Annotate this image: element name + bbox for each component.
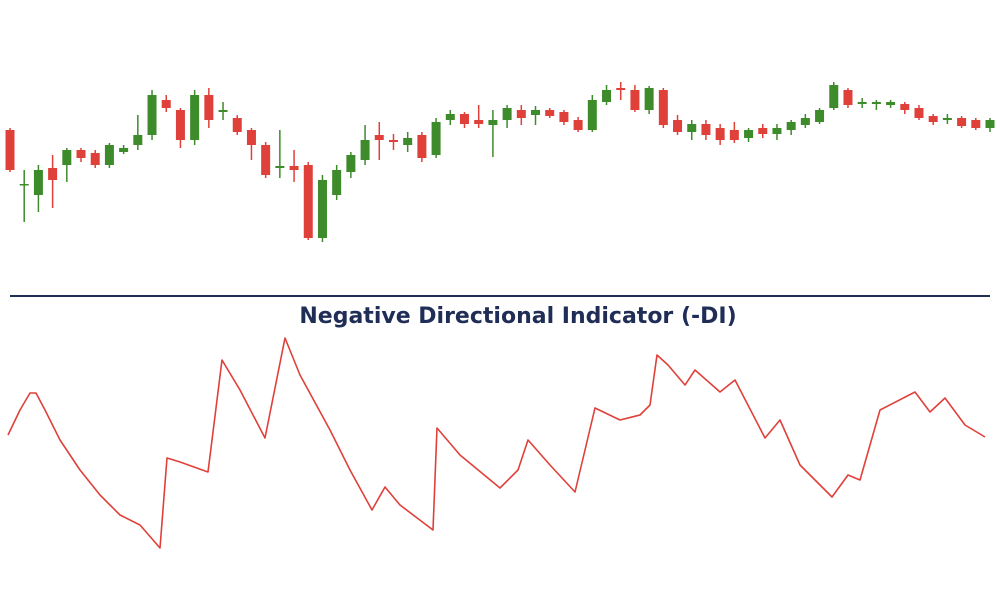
candle-body xyxy=(48,168,58,180)
candle-body xyxy=(19,184,29,186)
candle-body xyxy=(729,130,739,140)
candle-body xyxy=(190,95,200,140)
candle-body xyxy=(360,140,370,160)
candle-body xyxy=(33,170,43,195)
candle-body xyxy=(502,108,512,120)
candle-body xyxy=(644,88,654,110)
candle-body xyxy=(76,150,86,158)
candle-body xyxy=(90,153,100,165)
candle-body xyxy=(701,124,711,135)
candle-body xyxy=(246,130,256,145)
candle-body xyxy=(516,110,526,118)
candle-body xyxy=(488,120,498,125)
candle-body xyxy=(403,138,413,145)
candle-body xyxy=(346,155,356,172)
candle-body xyxy=(772,128,782,134)
candle-body xyxy=(843,90,853,105)
candle-body xyxy=(545,110,555,116)
candle-body xyxy=(985,120,995,128)
candle-body xyxy=(388,140,398,142)
candle-body xyxy=(928,116,938,122)
candle-body xyxy=(800,118,810,125)
candle-body xyxy=(374,135,384,140)
candle-body xyxy=(474,120,484,124)
candle-body xyxy=(119,148,129,152)
candle-body xyxy=(942,118,952,120)
candle-body xyxy=(587,100,597,130)
candle-body xyxy=(957,118,967,126)
candle-body xyxy=(531,110,541,115)
candle-body xyxy=(630,90,640,110)
indicator-title: Negative Directional Indicator (-DI) xyxy=(299,304,736,329)
candle-body xyxy=(431,122,441,155)
candle-body xyxy=(815,110,825,122)
candle-body xyxy=(786,122,796,130)
candle-body xyxy=(602,90,612,102)
candle-body xyxy=(445,114,455,120)
candle-body xyxy=(673,120,683,132)
candle-body xyxy=(317,180,327,238)
candle-body xyxy=(871,102,881,104)
candle-body xyxy=(261,145,271,175)
candle-body xyxy=(857,102,867,104)
candle-body xyxy=(744,130,754,138)
candle-body xyxy=(687,124,697,132)
candle-body xyxy=(232,118,242,132)
candle-body xyxy=(658,90,668,125)
candle-body xyxy=(133,135,143,145)
candle-body xyxy=(147,95,157,135)
candle-body xyxy=(573,120,583,130)
candle-body xyxy=(332,170,342,195)
candle-body xyxy=(914,108,924,118)
candle-body xyxy=(175,110,185,140)
candle-body xyxy=(303,165,313,238)
candle-body xyxy=(886,102,896,105)
candle-body xyxy=(5,130,15,170)
di-line xyxy=(7,337,986,549)
candle-body xyxy=(417,135,427,158)
candle-body xyxy=(289,166,299,170)
candle-body xyxy=(218,110,228,112)
candle-body xyxy=(900,104,910,110)
candle-body xyxy=(715,128,725,140)
candle-body xyxy=(616,88,626,90)
candle-body xyxy=(758,128,768,134)
candle-body xyxy=(62,150,72,165)
candle-body xyxy=(161,100,171,108)
candle-body xyxy=(971,120,981,128)
candle-body xyxy=(104,145,114,165)
candle-body xyxy=(459,114,469,124)
candle-body xyxy=(559,112,569,122)
candle-body xyxy=(204,95,214,120)
candle-body xyxy=(275,166,285,168)
candle-body xyxy=(829,85,839,108)
